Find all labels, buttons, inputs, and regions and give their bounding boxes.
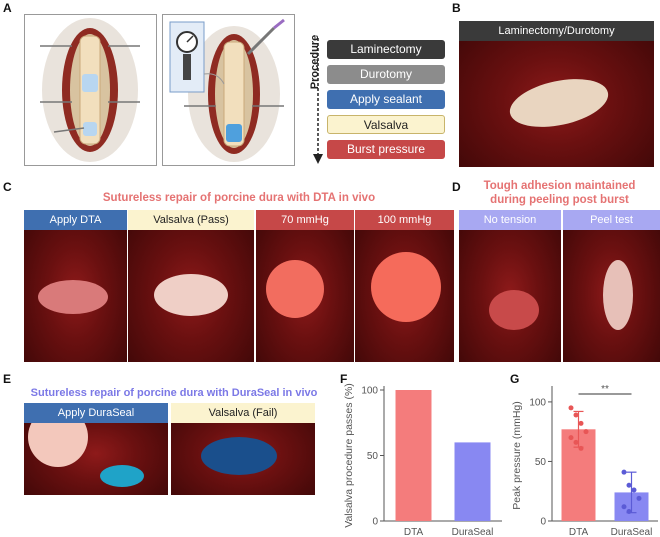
spine-schematic-left (24, 14, 157, 166)
data-point (583, 429, 589, 435)
significance-label: ** (601, 384, 609, 395)
photo-header-valsalva-pass: Valsalva (Pass) (128, 210, 254, 230)
data-point (621, 504, 627, 510)
data-point (578, 420, 584, 426)
photo-header-peel-test: Peel test (563, 210, 660, 230)
photo-header-valsalva-fail: Valsalva (Fail) (171, 403, 315, 423)
data-point (631, 487, 637, 493)
y-tick-label: 50 (367, 451, 379, 462)
photo-header-laminectomy: Laminectomy/Durotomy (459, 21, 654, 41)
panel-e-title: Sutureless repair of porcine dura with D… (30, 387, 318, 399)
y-tick-label: 50 (535, 457, 547, 468)
photo-header-70-mmhg: 70 mmHg (256, 210, 354, 230)
panel-label-b: B (452, 1, 461, 15)
data-point (573, 412, 579, 418)
data-point (636, 495, 642, 501)
procedure-step-laminectomy: Laminectomy (327, 40, 445, 59)
photo-peel-test (563, 210, 660, 362)
data-point (578, 445, 584, 451)
data-point (573, 439, 579, 445)
procedure-step-burst-pressure: Burst pressure (327, 140, 445, 159)
procedure-step-valsalva: Valsalva (327, 115, 445, 134)
data-point (568, 405, 574, 411)
photo-header-apply-duraseal: Apply DuraSeal (24, 403, 168, 423)
photo-header-100-mmhg: 100 mmHg (355, 210, 454, 230)
photo-header-apply-dta: Apply DTA (24, 210, 127, 230)
photo-laminectomy-durotomy (459, 21, 654, 167)
panel-c-title: Sutureless repair of porcine dura with D… (102, 192, 376, 204)
valsalva-passes-chart: 0 50 100 Valsalva procedure passes (%) DTA Du… (343, 383, 502, 537)
panel-label-d: D (452, 180, 461, 194)
photo-header-no-tension: No tension (459, 210, 561, 230)
y-axis-label: Valsalva procedure passes (%) (343, 383, 355, 528)
spine-schematic-right (162, 14, 295, 166)
y-tick-label: 100 (361, 386, 378, 397)
data-point (568, 435, 574, 441)
y-tick-label: 0 (540, 517, 546, 528)
data-point (621, 469, 627, 475)
procedure-axis-label: Procedure (309, 34, 321, 90)
panel-d-title-line1: Tough adhesion maintained (483, 180, 636, 192)
panel-label-c: C (3, 180, 12, 194)
y-tick-label: 100 (529, 397, 546, 408)
x-tick-label: DuraSeal (452, 527, 494, 537)
photo-100-mmhg (355, 210, 454, 362)
bar-duraseal (454, 442, 491, 521)
photo-70-mmhg (256, 210, 354, 362)
photo-valsalva-pass (128, 210, 254, 362)
panel-d-title-line2: during peeling post burst (490, 194, 629, 206)
procedure-step-apply-sealant: Apply sealant (327, 90, 445, 109)
panel-label-a: A (3, 1, 12, 15)
bar-dta (395, 390, 432, 521)
panel-label-f: F (340, 372, 348, 386)
panel-label-g: G (510, 372, 520, 386)
data-point (626, 508, 632, 514)
panel-label-e: E (3, 372, 12, 386)
photo-no-tension (459, 210, 561, 362)
peak-pressure-chart: 0 50 100 Peak pressure (mmHg) DTA DuraSeal ** (511, 384, 658, 537)
x-tick-label: DTA (569, 527, 589, 537)
x-tick-label: DTA (404, 527, 424, 537)
photo-apply-dta (24, 210, 127, 362)
data-point (626, 482, 632, 488)
y-tick-label: 0 (372, 517, 378, 528)
procedure-arrow (313, 38, 323, 164)
y-axis-label: Peak pressure (mmHg) (511, 401, 523, 510)
procedure-step-durotomy: Durotomy (327, 65, 445, 84)
x-tick-label: DuraSeal (611, 527, 653, 537)
